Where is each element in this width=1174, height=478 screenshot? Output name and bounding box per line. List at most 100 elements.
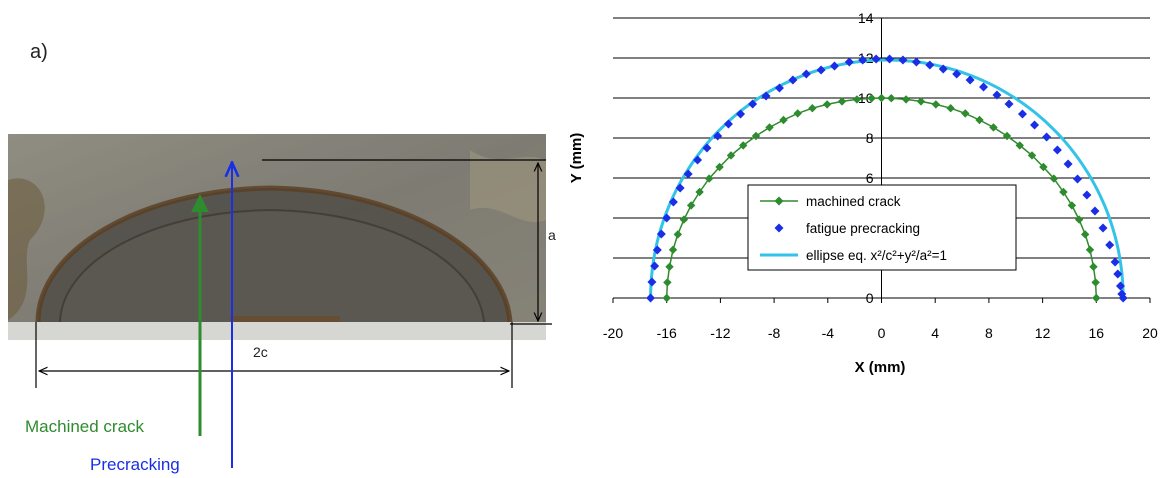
machined-crack-point xyxy=(931,100,941,109)
fatigue-precracking-point xyxy=(788,75,798,85)
fatigue-precracking-point xyxy=(652,245,662,255)
fatigue-precracking-point xyxy=(748,99,758,109)
fatigue-precracking-point xyxy=(668,197,678,207)
machined-crack-point xyxy=(1089,262,1098,271)
x-axis-label: X (mm) xyxy=(855,359,906,376)
machined-crack-point xyxy=(837,97,847,106)
legend-swatch-marker xyxy=(774,223,784,233)
x-tick-label: 4 xyxy=(931,325,939,341)
fatigue-precracking-point xyxy=(871,54,881,64)
machined-crack-point xyxy=(1092,293,1101,303)
machined-crack-point xyxy=(975,115,984,125)
machined-crack-point xyxy=(989,123,998,132)
fatigue-precracking-point xyxy=(1115,281,1125,291)
machined-crack-label: Machined crack xyxy=(25,417,145,436)
x-tick-label: -12 xyxy=(710,325,730,341)
fatigue-precracking-point xyxy=(736,109,746,119)
machined-crack-point xyxy=(946,104,955,113)
machined-crack-point xyxy=(663,278,672,287)
machined-crack-point xyxy=(1015,141,1024,150)
fatigue-precracking-point xyxy=(1030,120,1040,130)
fatigue-precracking-point xyxy=(1090,206,1100,216)
machined-crack-point xyxy=(822,100,832,109)
fatigue-precracking-point xyxy=(1063,159,1073,169)
y-tick-label: 8 xyxy=(866,130,874,146)
precracking-label: Precracking xyxy=(90,455,180,474)
machined-crack-point xyxy=(662,293,671,303)
y-tick-label: 0 xyxy=(866,290,874,306)
fatigue-precracking-point xyxy=(1052,145,1062,155)
machined-crack-point xyxy=(665,262,674,271)
x-tick-labels: -20 -16 -12 -8 -4 0 4 8 12 16 20 xyxy=(603,325,1158,341)
legend-swatch-marker xyxy=(774,196,784,206)
x-tick-label: -4 xyxy=(822,325,835,341)
dimension-2c-label: 2c xyxy=(253,344,268,360)
fatigue-precracking-point xyxy=(992,90,1002,100)
machined-crack-point xyxy=(867,94,876,103)
fatigue-precracking-point xyxy=(774,83,784,93)
fatigue-precracking-point xyxy=(1073,174,1083,184)
chart-series xyxy=(646,54,1128,303)
chart-legend: machined crack fatigue precracking ellipse… xyxy=(747,184,1017,271)
fatigue-precracking-point xyxy=(675,183,685,193)
fatigue-precracking-point xyxy=(646,293,656,303)
machined-crack-point xyxy=(1049,174,1059,183)
fatigue-precracking-point xyxy=(1017,109,1027,119)
fatigue-precracking-point xyxy=(1118,293,1128,303)
fatigue-precracking-point xyxy=(1042,132,1052,142)
x-tick-label: -20 xyxy=(603,325,623,341)
legend-label: machined crack xyxy=(806,194,901,209)
machined-crack-point xyxy=(793,109,802,118)
fatigue-precracking-point xyxy=(965,75,975,85)
fatigue-precracking-point xyxy=(1110,257,1120,267)
machined-crack-point xyxy=(673,230,683,239)
fatigue-precracking-point xyxy=(911,57,921,67)
legend-label: ellipse eq. x²/c²+y²/a²=1 xyxy=(806,248,947,263)
fatigue-precracking-point xyxy=(647,277,657,287)
machined-crack-point xyxy=(779,115,788,125)
x-tick-label: 20 xyxy=(1142,325,1158,341)
fatigue-precracking-point xyxy=(761,91,771,101)
fatigue-precracking-point xyxy=(702,143,712,153)
fatigue-precracking-point xyxy=(1098,223,1108,233)
machined-crack-point xyxy=(1002,131,1012,141)
fracture-photo xyxy=(8,134,546,340)
machined-crack-point xyxy=(726,151,736,160)
x-tick-label: 12 xyxy=(1035,325,1051,341)
fatigue-precracking-point xyxy=(898,55,908,65)
panel-label: a) xyxy=(30,41,48,63)
machined-crack-point xyxy=(679,215,689,224)
y-tick-label: 14 xyxy=(858,10,874,26)
fatigue-precracking-point xyxy=(1113,269,1123,279)
machined-crack-point xyxy=(1085,245,1095,254)
x-tick-label: 16 xyxy=(1089,325,1105,341)
machined-crack-point xyxy=(1039,162,1048,172)
machined-crack-point xyxy=(877,93,886,103)
machined-crack-point xyxy=(1074,215,1084,224)
fatigue-precracking-point xyxy=(816,65,826,75)
x-tick-label: 8 xyxy=(985,325,993,341)
machined-crack-point xyxy=(961,109,970,118)
machined-crack-point xyxy=(1091,278,1100,287)
y-tick-label: 6 xyxy=(866,170,874,186)
machined-crack-point xyxy=(668,245,678,254)
dimension-a-label: a xyxy=(548,227,556,243)
dimension-2c: 2c xyxy=(35,322,513,388)
machined-crack-point xyxy=(1067,201,1077,210)
machined-crack-point xyxy=(1027,151,1037,160)
fatigue-precracking-point xyxy=(830,61,840,71)
fatigue-precracking-point xyxy=(952,69,962,79)
fatigue-precracking-point xyxy=(656,229,666,239)
machined-crack-point xyxy=(715,162,724,172)
machined-crack-point xyxy=(704,174,714,183)
x-tick-label: 0 xyxy=(878,325,886,341)
fatigue-precracking-point xyxy=(1105,240,1115,250)
machined-crack-point xyxy=(739,141,748,150)
machined-crack-point xyxy=(916,97,926,106)
fatigue-precracking-point xyxy=(938,64,948,74)
machined-crack-point xyxy=(808,104,817,113)
fatigue-precracking-point xyxy=(662,213,672,223)
machined-crack-point xyxy=(695,187,704,197)
